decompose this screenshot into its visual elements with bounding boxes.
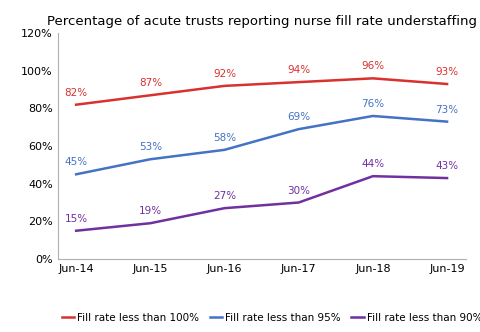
Fill rate less than 90% <box>370 174 376 178</box>
Fill rate less than 95% <box>370 114 376 118</box>
Text: 27%: 27% <box>213 191 236 201</box>
Text: 45%: 45% <box>65 157 88 167</box>
Fill rate less than 95% <box>222 148 228 152</box>
Fill rate less than 95% <box>73 172 79 176</box>
Title: Percentage of acute trusts reporting nurse fill rate understaffing: Percentage of acute trusts reporting nur… <box>47 15 477 28</box>
Text: 82%: 82% <box>65 88 88 98</box>
Text: 96%: 96% <box>361 61 384 71</box>
Text: 15%: 15% <box>65 214 88 224</box>
Fill rate less than 90% <box>73 229 79 233</box>
Legend: Fill rate less than 100%, Fill rate less than 95%, Fill rate less than 90%: Fill rate less than 100%, Fill rate less… <box>58 309 480 327</box>
Fill rate less than 100% <box>147 93 153 97</box>
Text: 58%: 58% <box>213 133 236 143</box>
Fill rate less than 90% <box>222 206 228 210</box>
Text: 93%: 93% <box>435 67 458 77</box>
Fill rate less than 95% <box>147 157 153 161</box>
Text: 92%: 92% <box>213 69 236 79</box>
Fill rate less than 100% <box>296 80 301 84</box>
Fill rate less than 100% <box>444 82 450 86</box>
Line: Fill rate less than 95%: Fill rate less than 95% <box>76 116 447 174</box>
Text: 76%: 76% <box>361 99 384 109</box>
Line: Fill rate less than 100%: Fill rate less than 100% <box>76 78 447 105</box>
Fill rate less than 100% <box>73 103 79 107</box>
Text: 53%: 53% <box>139 142 162 152</box>
Text: 94%: 94% <box>287 65 310 75</box>
Text: 44%: 44% <box>361 159 384 169</box>
Text: 30%: 30% <box>287 186 310 196</box>
Fill rate less than 90% <box>147 221 153 225</box>
Text: 73%: 73% <box>435 105 458 115</box>
Fill rate less than 100% <box>222 84 228 88</box>
Fill rate less than 100% <box>370 76 376 80</box>
Fill rate less than 90% <box>296 201 301 205</box>
Fill rate less than 95% <box>296 127 301 131</box>
Fill rate less than 95% <box>444 120 450 124</box>
Text: 69%: 69% <box>287 112 310 122</box>
Line: Fill rate less than 90%: Fill rate less than 90% <box>76 176 447 231</box>
Text: 87%: 87% <box>139 78 162 88</box>
Text: 43%: 43% <box>435 161 458 171</box>
Fill rate less than 90% <box>444 176 450 180</box>
Text: 19%: 19% <box>139 206 162 216</box>
